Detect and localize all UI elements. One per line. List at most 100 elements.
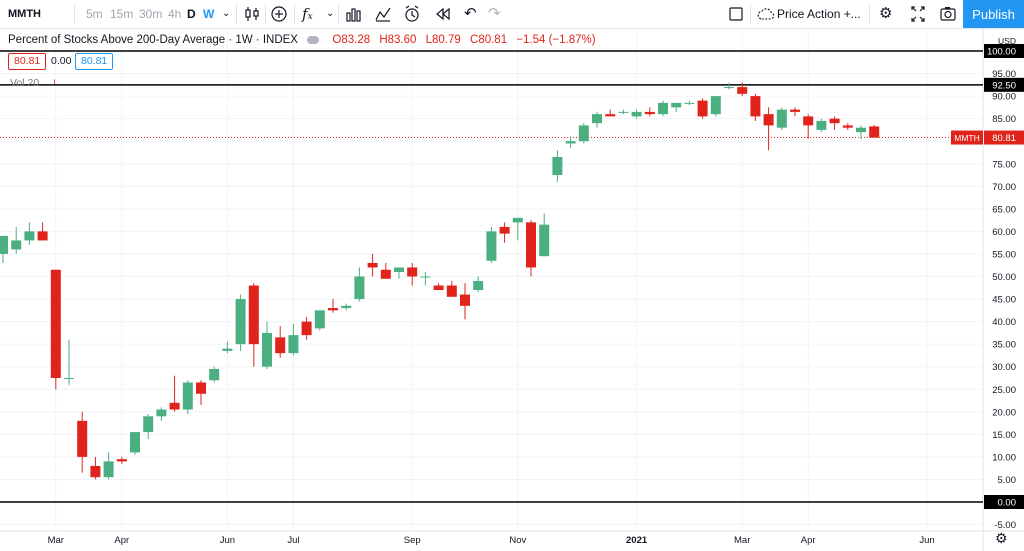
redo-icon[interactable]: ↷: [488, 5, 501, 22]
camera-icon[interactable]: [939, 0, 957, 28]
candle-body[interactable]: [605, 114, 616, 117]
y-tick-label: 40.00: [992, 317, 1016, 328]
candle-body[interactable]: [0, 235, 8, 254]
candle-body[interactable]: [526, 222, 536, 268]
candle-body[interactable]: [750, 96, 761, 117]
fx-icon[interactable]: fx: [302, 5, 313, 23]
eye-icon[interactable]: [307, 35, 320, 44]
chevron-down-icon[interactable]: ⌄: [222, 8, 231, 19]
layout-name[interactable]: Price Action +...: [777, 7, 861, 21]
candle-body[interactable]: [394, 267, 404, 272]
candle-body[interactable]: [539, 224, 550, 257]
candle-body[interactable]: [592, 114, 602, 124]
interval-15m[interactable]: 15m: [110, 7, 134, 21]
candle-body[interactable]: [341, 305, 352, 309]
gear-icon[interactable]: ⚙: [995, 530, 1008, 546]
symbol-search[interactable]: MMTH: [8, 8, 41, 20]
candle-body[interactable]: [156, 409, 167, 417]
candle-body[interactable]: [803, 116, 814, 126]
candle-body[interactable]: [724, 87, 734, 89]
undo-icon[interactable]: ↶: [464, 5, 477, 22]
candle-body[interactable]: [354, 276, 365, 300]
candle-body[interactable]: [565, 141, 576, 144]
candle-body[interactable]: [103, 461, 114, 478]
candle-body[interactable]: [182, 382, 193, 410]
candle-body[interactable]: [262, 332, 272, 367]
candle-body[interactable]: [37, 231, 48, 241]
candle-body[interactable]: [143, 416, 154, 433]
candle-body[interactable]: [446, 285, 457, 297]
candle-body[interactable]: [235, 299, 246, 345]
cloud-icon[interactable]: [757, 0, 775, 28]
bar-chart-icon[interactable]: [344, 0, 362, 28]
warning-icon[interactable]: !: [53, 78, 56, 88]
fullscreen-icon[interactable]: [910, 0, 926, 28]
candle-body[interactable]: [644, 111, 655, 115]
candle-body[interactable]: [169, 402, 180, 410]
candle-body[interactable]: [90, 465, 101, 478]
candle-body[interactable]: [301, 321, 312, 336]
candle-body[interactable]: [11, 240, 22, 250]
candle-body[interactable]: [776, 109, 787, 128]
publish-button[interactable]: Publish: [963, 0, 1024, 28]
candle-body[interactable]: [658, 102, 668, 115]
candle-body[interactable]: [684, 102, 695, 104]
candle-body[interactable]: [24, 231, 35, 241]
candle-body[interactable]: [473, 281, 484, 291]
candle-body[interactable]: [64, 377, 74, 379]
candle-body[interactable]: [790, 109, 800, 112]
volume-indicator[interactable]: Vol 20!: [10, 77, 56, 89]
replay-icon[interactable]: [435, 0, 451, 28]
interval-4h[interactable]: 4h: [168, 7, 182, 21]
candle-body[interactable]: [222, 348, 233, 351]
square-icon[interactable]: [728, 0, 744, 28]
candle-body[interactable]: [842, 125, 853, 128]
interval-w[interactable]: W: [203, 7, 215, 21]
candle-body[interactable]: [512, 217, 523, 223]
candle-body[interactable]: [367, 262, 378, 268]
candle-body[interactable]: [697, 100, 708, 117]
interval-30m[interactable]: 30m: [139, 7, 163, 21]
candle-body[interactable]: [578, 125, 589, 142]
interval-5m[interactable]: 5m: [86, 7, 103, 21]
alert-icon[interactable]: [403, 0, 421, 28]
candle-body[interactable]: [288, 335, 299, 354]
candle-body[interactable]: [248, 285, 259, 345]
candle-body[interactable]: [50, 269, 61, 378]
candle-body[interactable]: [869, 126, 880, 138]
candle-body[interactable]: [380, 269, 391, 279]
candle-body[interactable]: [499, 226, 510, 234]
candle-body[interactable]: [407, 267, 418, 277]
candle-body[interactable]: [631, 111, 642, 117]
candle-body[interactable]: [420, 276, 431, 278]
interval-d[interactable]: D: [187, 7, 196, 21]
change-value: 0.00: [51, 55, 72, 67]
candle-body[interactable]: [618, 111, 629, 113]
candle-body[interactable]: [486, 231, 497, 261]
add-icon[interactable]: [270, 0, 288, 28]
candle-body[interactable]: [710, 96, 721, 115]
candle-body[interactable]: [314, 310, 325, 329]
candle-body[interactable]: [275, 337, 286, 354]
candle-body[interactable]: [116, 459, 127, 462]
candle-body[interactable]: [460, 294, 470, 306]
templates-icon[interactable]: [374, 0, 392, 28]
gear-icon[interactable]: ⚙: [879, 5, 893, 22]
candle-body[interactable]: [209, 368, 220, 381]
candle-body[interactable]: [763, 114, 774, 126]
candle-body[interactable]: [816, 120, 827, 130]
chevron-down-icon[interactable]: ⌄: [326, 8, 335, 19]
candle-body[interactable]: [856, 127, 866, 133]
candle-body[interactable]: [433, 285, 444, 291]
candles-icon[interactable]: [244, 0, 260, 28]
candle-body[interactable]: [552, 156, 563, 176]
candle-body[interactable]: [130, 432, 140, 453]
candle-body[interactable]: [671, 102, 682, 108]
candle-body[interactable]: [328, 308, 338, 311]
candle-body[interactable]: [77, 420, 88, 457]
candle-body[interactable]: [829, 118, 840, 124]
candle-body[interactable]: [196, 382, 206, 394]
candle-body[interactable]: [737, 87, 748, 94]
y-tick-label: 90.00: [992, 92, 1016, 103]
